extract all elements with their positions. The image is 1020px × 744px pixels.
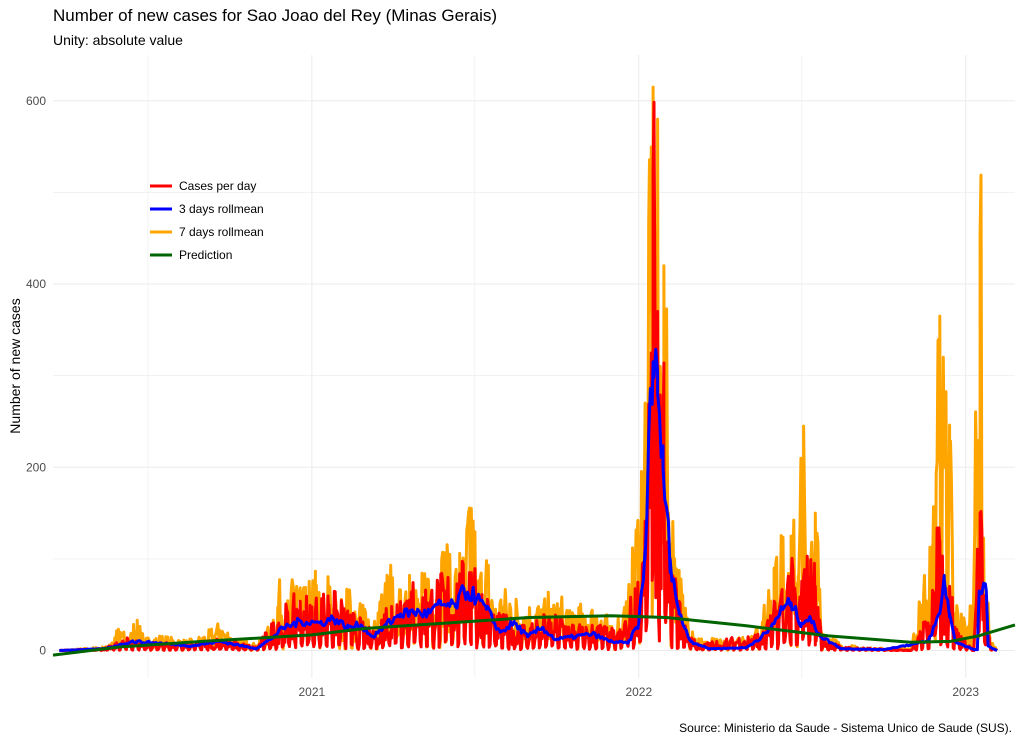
x-tick-label: 2023: [952, 685, 979, 699]
series-line-prediction: [52, 614, 1016, 657]
legend-label-prediction: Prediction: [179, 248, 232, 262]
x-tick-label: 2022: [625, 685, 652, 699]
y-tick-label: 400: [26, 277, 46, 291]
legend-label-cases-per-day: Cases per day: [179, 179, 256, 193]
series-line-rollmean-3: [59, 347, 998, 652]
series-layer: [52, 85, 1016, 657]
chart-subtitle: Unity: absolute value: [53, 32, 183, 48]
x-tick-label: 2021: [299, 685, 326, 699]
axes: 0 200 400 600 2021 2022 2023: [26, 94, 979, 699]
y-tick-label: 200: [26, 460, 46, 474]
grid: [53, 55, 1015, 678]
y-tick-label: 600: [26, 94, 46, 108]
y-tick-label: 0: [39, 644, 46, 658]
y-axis-label: Number of new cases: [7, 298, 23, 433]
series-line-rollmean-7: [58, 85, 999, 652]
chart-title: Number of new cases for Sao Joao del Rey…: [53, 6, 498, 25]
legend: Cases per day 3 days rollmean 7 days rol…: [150, 179, 264, 262]
legend-label-3-days: 3 days rollmean: [179, 202, 264, 216]
legend-label-7-days: 7 days rollmean: [179, 225, 264, 239]
chart-caption: Source: Ministerio da Saude - Sistema Un…: [679, 721, 1012, 735]
